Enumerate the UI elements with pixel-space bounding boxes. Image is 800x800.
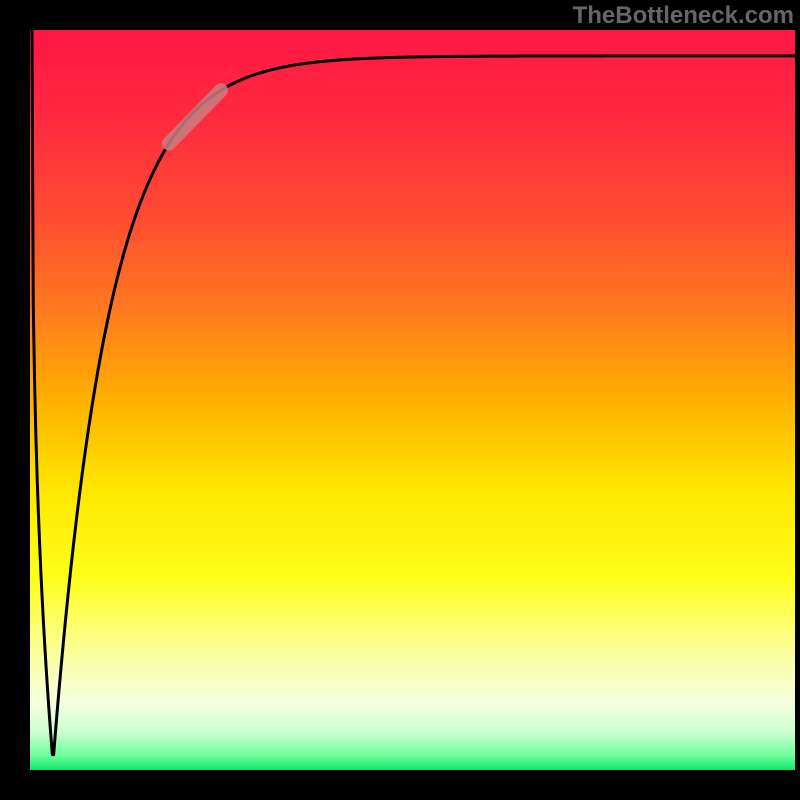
chart-container: { "watermark": { "text": "TheBottleneck.… [0, 0, 800, 800]
bottleneck-plot [0, 0, 800, 800]
watermark-text: TheBottleneck.com [573, 2, 794, 30]
plot-background [30, 30, 795, 770]
